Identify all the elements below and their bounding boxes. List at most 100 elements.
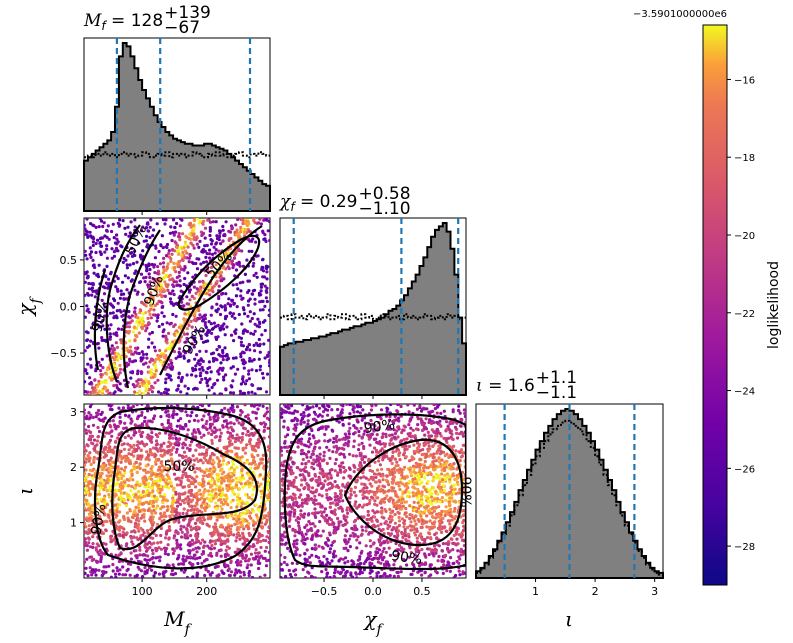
scatter-point xyxy=(190,373,194,377)
scatter-point xyxy=(189,414,193,418)
scatter-point xyxy=(149,218,153,222)
scatter-point xyxy=(84,506,86,510)
scatter-point xyxy=(132,467,136,471)
scatter-point xyxy=(265,484,269,488)
scatter-point xyxy=(250,404,254,408)
scatter-point xyxy=(152,345,157,349)
scatter-point xyxy=(160,422,164,426)
scatter-point xyxy=(146,508,150,513)
scatter-point xyxy=(257,337,261,342)
scatter-point xyxy=(150,568,154,572)
scatter-point xyxy=(102,498,106,502)
scatter-point xyxy=(239,294,243,298)
scatter-point xyxy=(137,446,141,450)
scatter-point xyxy=(132,330,136,334)
scatter-point xyxy=(169,300,173,305)
scatter-point xyxy=(143,519,147,523)
scatter-point xyxy=(160,305,165,309)
scatter-point xyxy=(230,428,234,432)
scatter-point xyxy=(115,237,119,241)
scatter-point xyxy=(266,229,270,233)
scatter-point xyxy=(172,218,176,220)
scatter-point xyxy=(84,349,87,353)
scatter-point xyxy=(191,369,195,373)
scatter-point xyxy=(223,232,227,237)
scatter-point xyxy=(115,510,119,514)
scatter-point xyxy=(106,388,110,393)
scatter-point xyxy=(113,357,117,361)
scatter-point xyxy=(141,292,145,296)
scatter-point xyxy=(227,531,231,535)
scatter-point xyxy=(262,477,266,481)
scatter-point xyxy=(268,220,270,224)
scatter-point xyxy=(182,559,186,563)
scatter-point xyxy=(244,524,248,528)
scatter-point xyxy=(153,256,157,260)
scatter-point xyxy=(169,257,173,261)
scatter-point xyxy=(241,222,245,226)
scatter-point xyxy=(220,507,224,511)
scatter-point xyxy=(114,274,119,278)
scatter-point xyxy=(148,225,152,229)
scatter-point xyxy=(115,309,119,313)
scatter-point xyxy=(214,248,218,252)
scatter-point xyxy=(237,569,241,573)
scatter-point xyxy=(149,438,153,442)
scatter-point xyxy=(156,265,160,269)
scatter-point xyxy=(128,263,132,267)
scatter-point xyxy=(170,459,174,463)
scatter-point xyxy=(191,466,196,470)
scatter-point xyxy=(322,450,326,454)
scatter-point xyxy=(197,359,201,363)
scatter-point xyxy=(133,271,137,275)
scatter-point xyxy=(84,486,88,491)
scatter-point xyxy=(130,314,134,318)
scatter-point xyxy=(323,439,327,443)
scatter-point xyxy=(187,462,191,466)
scatter-point xyxy=(84,540,87,544)
scatter-point xyxy=(109,537,113,541)
scatter-point xyxy=(203,226,208,230)
scatter-point xyxy=(152,265,156,269)
scatter-point xyxy=(265,286,269,290)
scatter-point xyxy=(88,451,92,455)
scatter-point xyxy=(249,331,253,335)
scatter-point xyxy=(166,421,170,425)
scatter-point xyxy=(237,517,241,521)
scatter-point xyxy=(254,513,259,517)
scatter-point xyxy=(210,543,214,548)
scatter-point xyxy=(145,529,150,533)
scatter-point xyxy=(134,269,138,273)
scatter-point xyxy=(192,337,196,342)
scatter-point xyxy=(256,507,260,511)
scatter-point xyxy=(169,484,174,488)
scatter-point xyxy=(212,392,216,395)
scatter-point xyxy=(263,425,267,429)
scatter-point xyxy=(89,413,93,417)
scatter-point xyxy=(238,537,242,541)
scatter-point xyxy=(109,474,113,478)
scatter-point xyxy=(162,512,166,517)
scatter-point xyxy=(194,328,198,333)
scatter-point xyxy=(85,304,89,308)
scatter-point xyxy=(181,554,185,558)
scatter-point xyxy=(86,275,90,279)
scatter-point xyxy=(120,457,124,461)
scatter-point xyxy=(116,276,120,281)
scatter-point xyxy=(182,525,186,529)
scatter-point xyxy=(225,486,229,490)
scatter-point xyxy=(150,464,154,469)
scatter-point xyxy=(138,389,142,393)
scatter-point xyxy=(160,322,165,326)
scatter-point xyxy=(239,230,243,234)
scatter-point xyxy=(167,440,171,444)
scatter-point xyxy=(153,349,157,353)
scatter-point xyxy=(244,348,248,352)
scatter-point xyxy=(123,226,127,230)
scatter-point xyxy=(175,221,179,226)
scatter-point xyxy=(243,272,247,276)
scatter-point xyxy=(181,232,185,236)
scatter-point xyxy=(205,331,209,335)
scatter-point xyxy=(223,555,228,559)
scatter-point xyxy=(301,473,305,477)
